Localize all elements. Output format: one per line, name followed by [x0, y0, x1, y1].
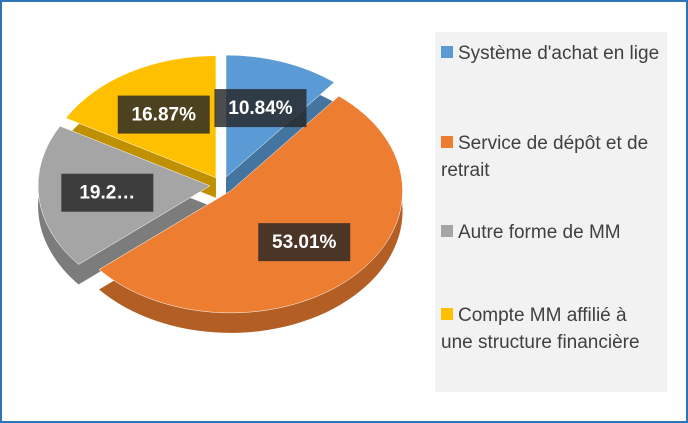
- legend-label: Autre forme de MM: [458, 222, 621, 243]
- data-label-box: [214, 89, 307, 128]
- data-label-box: [117, 95, 210, 134]
- data-label-box: [61, 173, 154, 212]
- legend-item: Autre forme de MM: [441, 219, 663, 246]
- legend-swatch: [441, 225, 453, 237]
- legend-label: Service de dépôt et de retrait: [441, 133, 649, 181]
- data-label: 19.2…: [61, 173, 154, 212]
- legend-item: Système d'achat en lige: [441, 40, 663, 67]
- legend: Système d'achat en lige Service de dépôt …: [435, 32, 667, 392]
- data-label-text: 53.01%: [272, 232, 337, 253]
- legend-swatch: [441, 46, 453, 58]
- data-label-text: 10.84%: [228, 98, 293, 119]
- legend-item: Compte MM affilié à une structure financ…: [441, 302, 663, 356]
- data-label: 53.01%: [258, 223, 351, 262]
- legend-swatch: [441, 308, 453, 320]
- legend-item: Service de dépôt et de retrait: [441, 130, 663, 184]
- data-label-box: [258, 223, 351, 262]
- legend-label: Système d'achat en lige: [458, 43, 660, 64]
- data-label: 10.84%: [214, 89, 307, 128]
- data-label-text: 19.2…: [79, 183, 135, 204]
- legend-swatch: [441, 136, 453, 148]
- legend-label: Compte MM affilié à une structure financ…: [441, 305, 640, 353]
- data-label: 16.87%: [117, 95, 210, 134]
- data-label-text: 16.87%: [132, 105, 197, 126]
